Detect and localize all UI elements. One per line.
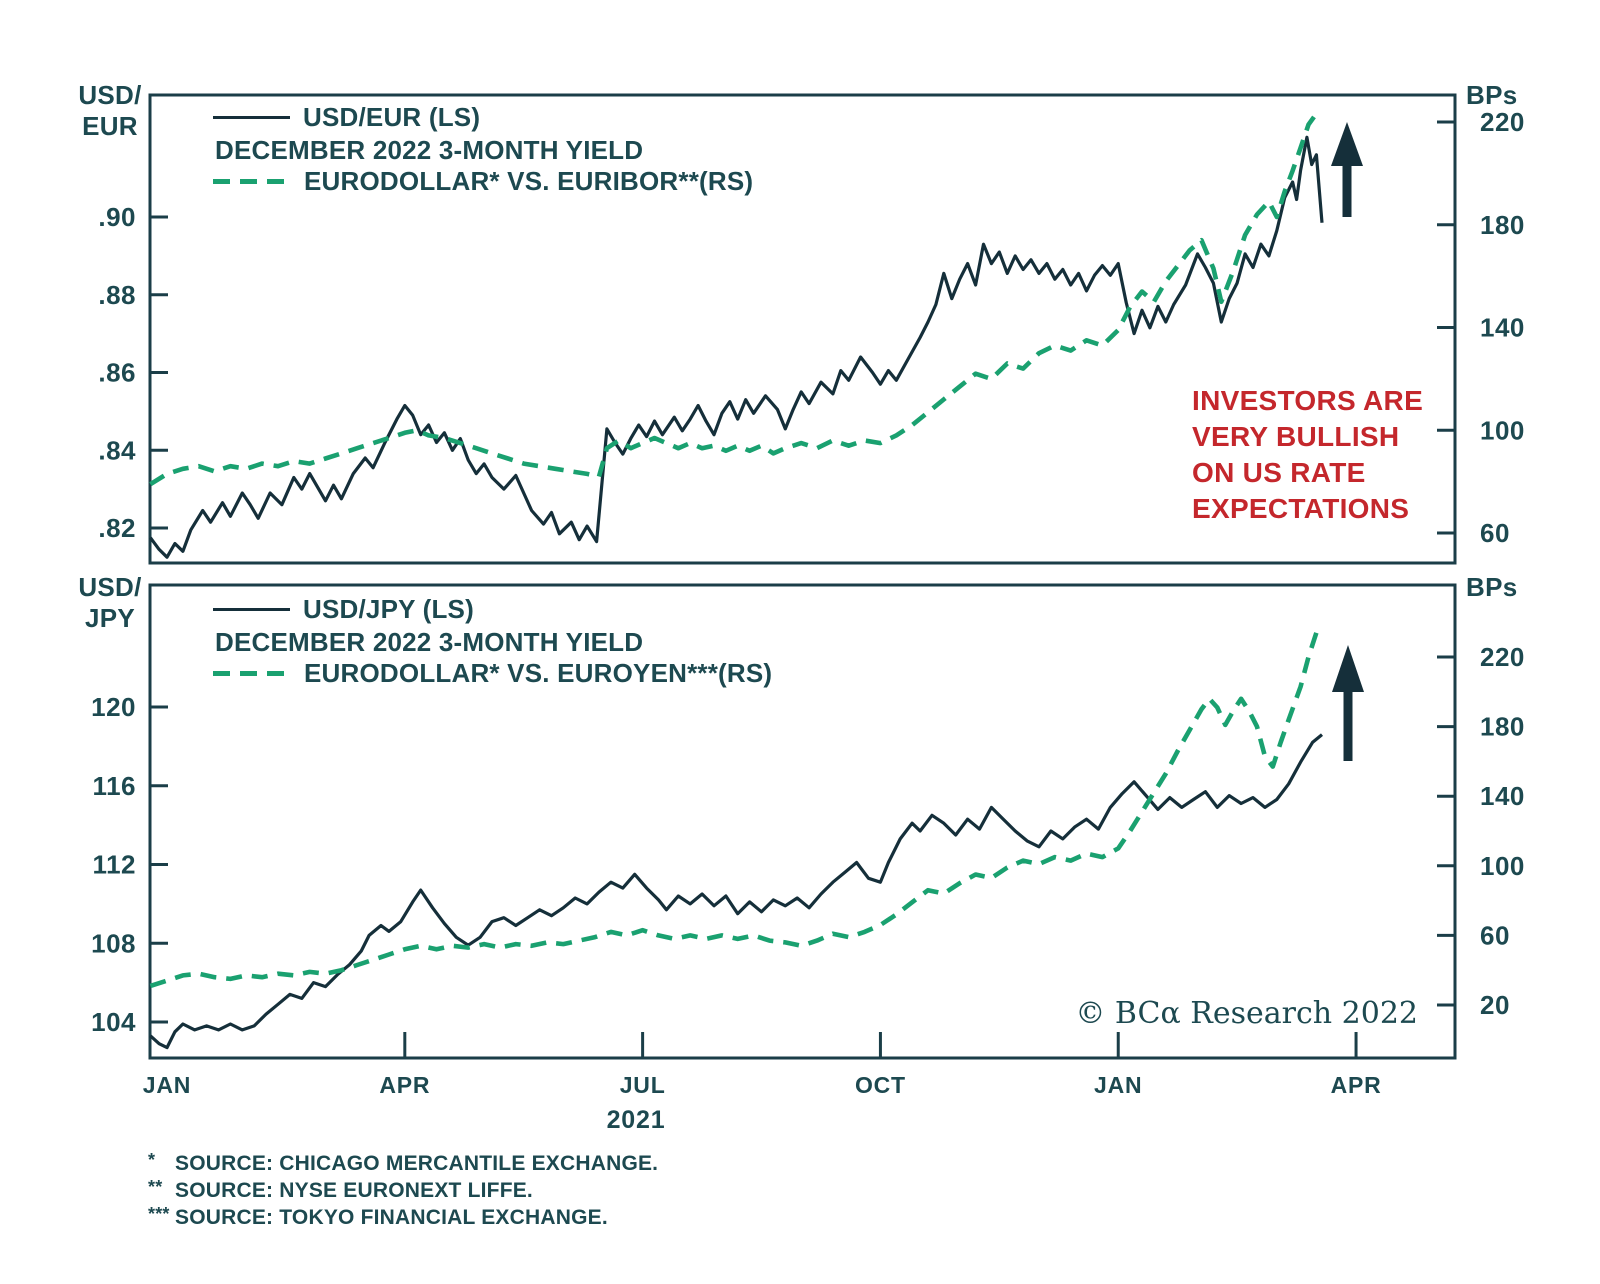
- footnote-text: SOURCE: TOKYO FINANCIAL EXCHANGE.: [175, 1206, 608, 1229]
- series-dashed-line: [149, 631, 1319, 989]
- footnote-text: SOURCE: CHICAGO MERCANTILE EXCHANGE.: [175, 1152, 659, 1175]
- footnote-marker: *: [148, 1150, 156, 1170]
- bottom-chart-right-axis-unit: BPs: [1466, 572, 1518, 602]
- right-axis-tick-label: 60: [1480, 920, 1510, 950]
- left-axis-tick-label: 108: [91, 928, 136, 958]
- solid-line-swatch: [213, 607, 290, 611]
- bottom-chart-left-axis-unit: USD/ JPY: [78, 572, 142, 633]
- x-axis-month-label: JAN: [143, 1072, 191, 1098]
- footnote-marker: ***: [148, 1204, 170, 1224]
- bottom-legend-row-yield-title: DECEMBER 2022 3-MONTH YIELD: [215, 627, 643, 657]
- right-axis-tick-label: 100: [1480, 415, 1525, 445]
- left-axis-tick-label: .86: [98, 358, 136, 388]
- right-axis-tick-label: 220: [1480, 107, 1525, 137]
- series-solid-line: [149, 135, 1324, 559]
- top-chart-right-axis-unit: BPs: [1466, 80, 1518, 110]
- left-axis-tick-label: .90: [98, 202, 136, 232]
- top-legend-row-spread: EURODOLLAR* VS. EURIBOR**(RS): [213, 166, 753, 196]
- dashed-line-swatch: [213, 178, 291, 184]
- bottom-legend-yield-title: DECEMBER 2022 3-MONTH YIELD: [215, 626, 644, 657]
- top-legend-row-yield-title: DECEMBER 2022 3-MONTH YIELD: [215, 135, 643, 165]
- chart-border: [148, 583, 1457, 1060]
- dashed-line-swatch: [213, 670, 291, 676]
- right-axis-tick-label: 140: [1480, 781, 1525, 811]
- top-legend-spread-label: EURODOLLAR* VS. EURIBOR**(RS): [304, 165, 754, 196]
- chart-0: .90 .88 .86 .84 .82 220 180 140 100 60: [98, 93, 1525, 565]
- left-axis-tick-label: .82: [98, 513, 136, 543]
- footnote-text: SOURCE: NYSE EURONEXT LIFFE.: [175, 1179, 533, 1202]
- x-axis-year-label: 2021: [606, 1106, 666, 1134]
- left-axis-tick-label: .88: [98, 280, 136, 310]
- top-legend-usdeur-label: USD/EUR (LS): [303, 101, 481, 132]
- left-axis-tick-label: .84: [98, 435, 136, 465]
- up-arrow-icon: [1332, 645, 1364, 692]
- x-axis-month-label: JAN: [1094, 1072, 1142, 1098]
- footnote-nyse: ** SOURCE: NYSE EURONEXT LIFFE.: [148, 1177, 658, 1206]
- bottom-legend-row-usdjpy: USD/JPY (LS): [213, 594, 474, 624]
- right-axis-tick-label: 180: [1480, 712, 1525, 742]
- left-axis-tick-label: 116: [93, 771, 136, 801]
- left-axis-tick-label: 112: [93, 850, 136, 880]
- right-axis-tick-label: 60: [1480, 518, 1510, 548]
- footnote-tokyo: *** SOURCE: TOKYO FINANCIAL EXCHANGE.: [148, 1204, 658, 1233]
- top-legend-yield-title: DECEMBER 2022 3-MONTH YIELD: [215, 134, 644, 165]
- right-axis-tick-label: 20: [1480, 990, 1510, 1020]
- right-axis-tick-label: 140: [1480, 313, 1525, 343]
- x-axis-month-label: APR: [379, 1072, 430, 1098]
- right-axis-tick-label: 180: [1480, 210, 1525, 240]
- left-axis-tick-label: 120: [91, 692, 136, 722]
- footnote-marker: **: [148, 1177, 163, 1197]
- bullish-annotation: INVESTORS ARE VERY BULLISH ON US RATE EX…: [1192, 385, 1424, 524]
- bottom-legend-usdjpy-label: USD/JPY (LS): [303, 593, 474, 624]
- bottom-legend-row-spread: EURODOLLAR* VS. EUROYEN***(RS): [213, 658, 772, 688]
- solid-line-swatch: [213, 115, 290, 119]
- series-solid-line: [149, 733, 1324, 1050]
- x-axis-month-label: APR: [1331, 1072, 1382, 1098]
- left-axis-tick-label: 104: [91, 1007, 136, 1037]
- top-chart-left-axis-unit: USD/ EUR: [78, 80, 142, 141]
- series-dashed-line: [149, 115, 1316, 487]
- right-axis-tick-label: 100: [1480, 851, 1525, 881]
- bottom-legend-spread-label: EURODOLLAR* VS. EUROYEN***(RS): [304, 657, 773, 688]
- bca-research-copyright: © BCα Research 2022: [1075, 996, 1418, 1031]
- right-axis-tick-label: 220: [1480, 642, 1525, 672]
- up-arrow-icon: [1331, 122, 1363, 166]
- source-footnotes: * SOURCE: CHICAGO MERCANTILE EXCHANGE. *…: [148, 1150, 659, 1233]
- x-axis-month-label: OCT: [855, 1072, 906, 1098]
- top-legend-row-usdeur: USD/EUR (LS): [213, 102, 480, 132]
- chart-1: 120 116 112 108 104 220 180 140 100 60 20: [91, 583, 1525, 1060]
- footnote-cme: * SOURCE: CHICAGO MERCANTILE EXCHANGE.: [148, 1150, 659, 1179]
- x-axis-month-label: JUL: [620, 1072, 666, 1098]
